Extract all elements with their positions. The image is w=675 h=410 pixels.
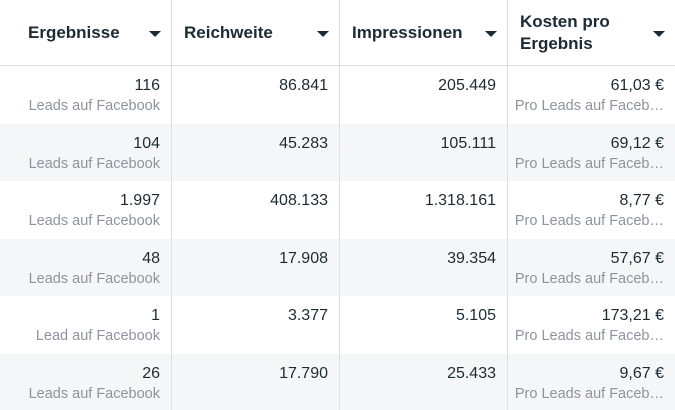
table-header: Ergebnisse Reichweite Impressionen Koste… bbox=[0, 0, 675, 66]
kosten-value: 8,77 € bbox=[619, 192, 664, 209]
table-row[interactable]: 48 Leads auf Facebook 17.908 39.354 57,6… bbox=[0, 238, 675, 297]
kosten-value: 69,12 € bbox=[610, 134, 664, 152]
table-row[interactable]: 104 Leads auf Facebook 45.283 105.111 69… bbox=[0, 123, 675, 182]
column-header-label: Reichweite bbox=[184, 22, 273, 42]
impressionen-value: 25.433 bbox=[447, 364, 496, 382]
impressionen-value: 205.449 bbox=[438, 77, 496, 94]
ergebnisse-value: 116 bbox=[134, 77, 160, 94]
cell-reichweite: 17.908 bbox=[172, 238, 340, 296]
kosten-type: Pro Leads auf Faceb… bbox=[514, 385, 664, 402]
kosten-type: Pro Leads auf Faceb… bbox=[514, 213, 664, 229]
reichweite-value: 3.377 bbox=[287, 307, 328, 324]
kosten-type: Pro Leads auf Faceb… bbox=[514, 98, 664, 114]
cell-ergebnisse: 116 Leads auf Facebook bbox=[0, 66, 172, 124]
cell-impressionen: 39.354 bbox=[340, 238, 508, 296]
cell-ergebnisse: 1.997 Leads auf Facebook bbox=[0, 181, 172, 239]
ergebnisse-type: Leads auf Facebook bbox=[28, 213, 160, 229]
cell-reichweite: 3.377 bbox=[172, 296, 340, 354]
table-row[interactable]: 1 Lead auf Facebook 3.377 5.105 173,21 €… bbox=[0, 296, 675, 354]
reichweite-value: 17.908 bbox=[279, 249, 328, 267]
cell-reichweite: 45.283 bbox=[172, 123, 340, 181]
reichweite-value: 17.790 bbox=[279, 364, 328, 382]
impressionen-value: 5.105 bbox=[455, 307, 496, 324]
ergebnisse-type: Lead auf Facebook bbox=[35, 328, 160, 344]
ergebnisse-value: 48 bbox=[142, 249, 160, 267]
kosten-type: Pro Leads auf Faceb… bbox=[514, 328, 664, 344]
table-body: 116 Leads auf Facebook 86.841 205.449 61… bbox=[0, 66, 675, 410]
cell-reichweite: 86.841 bbox=[172, 66, 340, 124]
kosten-value: 57,67 € bbox=[610, 249, 664, 267]
cell-kosten: 8,77 € Pro Leads auf Faceb… bbox=[508, 181, 675, 239]
ergebnisse-type: Leads auf Facebook bbox=[28, 98, 160, 114]
cell-kosten: 69,12 € Pro Leads auf Faceb… bbox=[508, 124, 675, 182]
reichweite-value: 408.133 bbox=[270, 192, 328, 209]
cell-impressionen: 1.318.161 bbox=[340, 181, 508, 239]
table-row[interactable]: 26 Leads auf Facebook 17.790 25.433 9,67… bbox=[0, 353, 675, 410]
cell-reichweite: 17.790 bbox=[172, 353, 340, 410]
cell-impressionen: 205.449 bbox=[340, 66, 508, 124]
chevron-down-icon[interactable] bbox=[653, 30, 665, 37]
chevron-down-icon[interactable] bbox=[149, 30, 161, 37]
ergebnisse-value: 26 bbox=[142, 364, 160, 382]
impressionen-value: 105.111 bbox=[440, 134, 496, 152]
kosten-value: 173,21 € bbox=[601, 307, 664, 324]
cell-ergebnisse: 1 Lead auf Facebook bbox=[0, 296, 172, 354]
reichweite-value: 45.283 bbox=[279, 134, 328, 152]
ergebnisse-value: 1.997 bbox=[119, 192, 160, 209]
table-row[interactable]: 116 Leads auf Facebook 86.841 205.449 61… bbox=[0, 66, 675, 124]
ergebnisse-value: 104 bbox=[133, 134, 160, 152]
impressionen-value: 39.354 bbox=[447, 249, 496, 267]
ergebnisse-type: Leads auf Facebook bbox=[28, 270, 160, 287]
kosten-type: Pro Leads auf Faceb… bbox=[514, 270, 664, 287]
cell-ergebnisse: 26 Leads auf Facebook bbox=[0, 353, 172, 410]
chevron-down-icon[interactable] bbox=[317, 30, 329, 37]
cell-impressionen: 105.111 bbox=[340, 123, 508, 181]
column-header-label: Impressionen bbox=[352, 22, 463, 42]
reichweite-value: 86.841 bbox=[279, 77, 328, 94]
cell-ergebnisse: 104 Leads auf Facebook bbox=[0, 123, 172, 181]
kosten-value: 9,67 € bbox=[619, 364, 664, 382]
column-header-reichweite[interactable]: Reichweite bbox=[172, 0, 340, 65]
cell-kosten: 9,67 € Pro Leads auf Faceb… bbox=[508, 354, 675, 410]
cell-impressionen: 5.105 bbox=[340, 296, 508, 354]
column-header-impressionen[interactable]: Impressionen bbox=[340, 0, 508, 65]
cell-reichweite: 408.133 bbox=[172, 181, 340, 239]
column-header-ergebnisse[interactable]: Ergebnisse bbox=[0, 0, 172, 65]
cell-kosten: 61,03 € Pro Leads auf Faceb… bbox=[508, 66, 675, 124]
column-header-label: Kosten pro Ergebnis bbox=[520, 11, 610, 53]
column-header-kosten-pro-ergebnis[interactable]: Kosten pro Ergebnis bbox=[508, 0, 675, 65]
column-header-label: Ergebnisse bbox=[28, 22, 120, 42]
cell-impressionen: 25.433 bbox=[340, 353, 508, 410]
cell-kosten: 173,21 € Pro Leads auf Faceb… bbox=[508, 296, 675, 354]
cell-ergebnisse: 48 Leads auf Facebook bbox=[0, 238, 172, 296]
ergebnisse-type: Leads auf Facebook bbox=[28, 155, 160, 172]
cell-kosten: 57,67 € Pro Leads auf Faceb… bbox=[508, 239, 675, 297]
table-row[interactable]: 1.997 Leads auf Facebook 408.133 1.318.1… bbox=[0, 181, 675, 239]
impressionen-value: 1.318.161 bbox=[424, 192, 496, 209]
kosten-type: Pro Leads auf Faceb… bbox=[514, 155, 664, 172]
kosten-value: 61,03 € bbox=[610, 77, 664, 94]
ergebnisse-value: 1 bbox=[151, 307, 160, 324]
ergebnisse-type: Leads auf Facebook bbox=[28, 385, 160, 402]
chevron-down-icon[interactable] bbox=[485, 30, 497, 37]
